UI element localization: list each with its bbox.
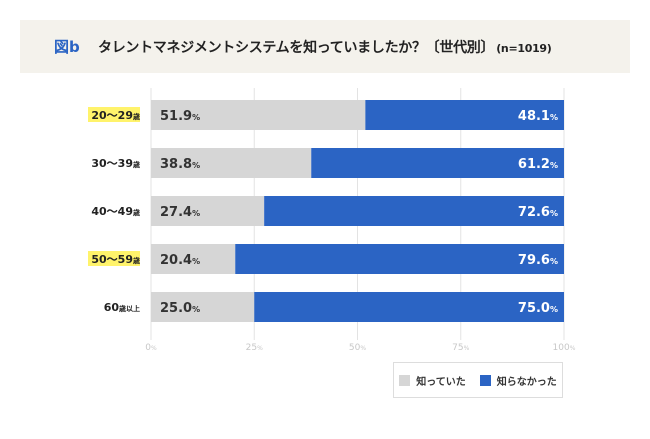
data-label: 75.0% [518, 301, 558, 316]
sample-size: (n=1019) [496, 42, 552, 55]
data-label: 72.6% [518, 205, 558, 220]
legend-label: 知らなかった [496, 376, 557, 388]
bar-segment [365, 100, 564, 130]
category-highlight [88, 107, 140, 122]
bar-segment [151, 292, 255, 322]
data-label: 38.8% [160, 157, 200, 172]
category-highlight [88, 251, 140, 266]
title-text: タレントマネジメントシステムを知っていましたか？〔世代別〕 [98, 40, 495, 56]
x-tick-label: 100% [553, 343, 576, 353]
legend-swatch-did-not-know [479, 374, 491, 386]
data-label: 27.4% [160, 205, 200, 220]
data-label: 25.0% [160, 301, 200, 316]
category-label: 60歳以上 [104, 301, 140, 314]
data-label: 61.2% [518, 157, 558, 172]
legend-swatch-knew [399, 374, 411, 386]
legend: 知っていた 知らなかった [393, 362, 563, 398]
bar-segment [151, 100, 366, 130]
bar-segment [151, 196, 265, 226]
bar-segment [264, 196, 564, 226]
bar-segment [254, 292, 564, 322]
x-tick-label: 25% [246, 343, 263, 353]
bar-segment [151, 148, 312, 178]
bar-segment [311, 148, 564, 178]
category-label: 20〜29歳 [91, 109, 140, 122]
x-tick-label: 50% [349, 343, 366, 353]
data-label: 20.4% [160, 253, 200, 268]
legend-item-knew: 知っていた [399, 373, 466, 388]
category-label: 30〜39歳 [91, 157, 140, 170]
chart-title: タレントマネジメントシステムを知っていましたか？〔世代別〕 (n=1019) [98, 37, 552, 57]
legend-label: 知っていた [416, 376, 466, 388]
chart-header: 図b タレントマネジメントシステムを知っていましたか？〔世代別〕 (n=1019) [20, 20, 630, 73]
bar-segment [151, 244, 236, 274]
legend-item-did-not-know: 知らなかった [479, 373, 557, 388]
x-tick-label: 0% [145, 343, 157, 353]
category-label: 40〜49歳 [91, 205, 140, 218]
data-label: 51.9% [160, 109, 200, 124]
category-label: 50〜59歳 [91, 253, 140, 266]
x-tick-label: 75% [452, 343, 469, 353]
figure-label: 図b [54, 38, 80, 56]
bar-segment [235, 244, 564, 274]
data-label: 48.1% [518, 109, 558, 124]
data-label: 79.6% [518, 253, 558, 268]
